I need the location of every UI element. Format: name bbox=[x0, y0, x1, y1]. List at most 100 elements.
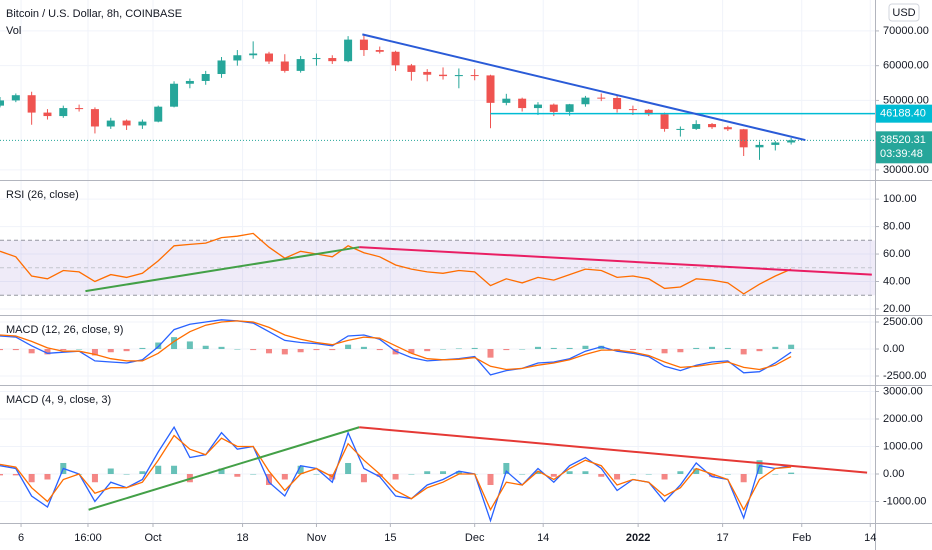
histogram-bar bbox=[281, 349, 288, 355]
candle-body bbox=[27, 95, 36, 113]
trend-line bbox=[359, 246, 872, 276]
last-price-bg bbox=[876, 131, 932, 164]
candle-body bbox=[597, 97, 606, 99]
hline-label-bg bbox=[876, 104, 932, 123]
candle-body bbox=[185, 80, 194, 84]
candle-body bbox=[565, 104, 574, 112]
series-line bbox=[0, 425, 792, 523]
histogram-bar bbox=[566, 471, 573, 474]
pane-title: MACD (4, 9, close, 3) bbox=[6, 394, 111, 406]
candle-body bbox=[470, 75, 479, 77]
histogram-bar bbox=[202, 345, 209, 350]
hline-label: 46188.40 bbox=[880, 108, 926, 120]
candle-body bbox=[249, 53, 258, 56]
candle-body bbox=[43, 112, 52, 117]
histogram-bar bbox=[740, 349, 747, 355]
histogram-bar bbox=[440, 349, 447, 350]
candle-body bbox=[723, 127, 732, 130]
histogram-bar bbox=[550, 347, 557, 350]
histogram-bar bbox=[629, 349, 636, 351]
series-line bbox=[0, 232, 792, 295]
pane-title: Bitcoin / U.S. Dollar, 8h, COINBASE bbox=[6, 8, 182, 20]
histogram-bar bbox=[550, 473, 557, 477]
trend-line bbox=[85, 246, 360, 293]
trend-line bbox=[359, 426, 868, 474]
candle-body bbox=[439, 74, 448, 77]
histogram-bar bbox=[709, 473, 716, 477]
histogram-bar bbox=[503, 462, 510, 474]
histogram-bar bbox=[645, 473, 652, 475]
histogram-bar bbox=[265, 349, 272, 354]
histogram-bar bbox=[677, 471, 684, 474]
histogram-bar bbox=[661, 349, 668, 354]
histogram-bar bbox=[360, 346, 367, 350]
histogram-bar bbox=[234, 349, 241, 350]
x-tick-label: 18 bbox=[236, 532, 248, 544]
candle-body bbox=[391, 51, 400, 66]
y-tick-label: 100.00 bbox=[883, 193, 917, 205]
histogram-bar bbox=[345, 344, 352, 350]
histogram-bar bbox=[629, 473, 636, 475]
histogram-bar bbox=[614, 473, 621, 480]
histogram-bar bbox=[376, 349, 383, 351]
candle-body bbox=[264, 53, 273, 62]
pane-title: MACD (12, 26, close, 9) bbox=[6, 324, 123, 336]
candle-body bbox=[771, 142, 780, 145]
histogram-bar bbox=[582, 345, 589, 350]
histogram-bar bbox=[455, 471, 462, 474]
x-tick-label: 16:00 bbox=[74, 532, 102, 544]
histogram-bar bbox=[28, 349, 35, 354]
histogram-bar bbox=[534, 346, 541, 350]
candle-body bbox=[59, 108, 68, 117]
histogram-bar bbox=[250, 349, 257, 351]
candle-body bbox=[122, 120, 131, 126]
candle-body bbox=[423, 71, 432, 75]
y-tick-label: 3000.00 bbox=[883, 385, 923, 397]
histogram-bar bbox=[44, 349, 51, 355]
histogram-bar bbox=[424, 471, 431, 474]
histogram-bar bbox=[440, 471, 447, 474]
y-tick-label: -1000.00 bbox=[883, 495, 926, 507]
histogram-bar bbox=[313, 473, 320, 475]
candle-body bbox=[75, 108, 84, 110]
histogram-bar bbox=[756, 349, 763, 352]
histogram-bar bbox=[724, 473, 731, 475]
histogram-bar bbox=[487, 473, 494, 485]
y-tick-label: 2500.00 bbox=[883, 316, 923, 328]
histogram-bar bbox=[345, 462, 352, 474]
histogram-bar bbox=[139, 471, 146, 474]
candle-body bbox=[138, 121, 147, 126]
y-tick-label: 0.00 bbox=[883, 343, 904, 355]
y-tick-label: 0.00 bbox=[883, 468, 904, 480]
histogram-bar bbox=[12, 473, 19, 476]
x-tick-label: 14 bbox=[864, 532, 876, 544]
x-tick-label: Oct bbox=[144, 532, 161, 544]
candle-body bbox=[154, 106, 163, 122]
histogram-bar bbox=[503, 349, 510, 351]
histogram-bar bbox=[408, 349, 415, 354]
histogram-bar bbox=[171, 465, 178, 474]
x-tick-label: Feb bbox=[792, 532, 811, 544]
candle-body bbox=[613, 97, 622, 110]
histogram-bar bbox=[281, 473, 288, 480]
candle-body bbox=[549, 104, 558, 112]
histogram-bar bbox=[218, 346, 225, 350]
histogram-bar bbox=[598, 473, 605, 477]
histogram-bar bbox=[519, 349, 526, 350]
histogram-bar bbox=[788, 472, 795, 474]
candle-body bbox=[486, 75, 495, 103]
histogram-bar bbox=[424, 349, 431, 352]
histogram-bar bbox=[677, 349, 684, 353]
candle-body bbox=[518, 98, 527, 109]
candle-body bbox=[90, 109, 99, 127]
histogram-bar bbox=[772, 346, 779, 350]
x-tick-label: 2022 bbox=[626, 532, 650, 544]
histogram-bar bbox=[455, 348, 462, 350]
last-price-label: 38520.31 bbox=[880, 134, 926, 146]
candle-body bbox=[755, 144, 764, 148]
trend-line bbox=[88, 426, 360, 511]
candle-body bbox=[502, 98, 511, 103]
histogram-bar bbox=[171, 337, 178, 350]
y-tick-label: 2000.00 bbox=[883, 413, 923, 425]
currency-label: USD bbox=[892, 7, 915, 19]
